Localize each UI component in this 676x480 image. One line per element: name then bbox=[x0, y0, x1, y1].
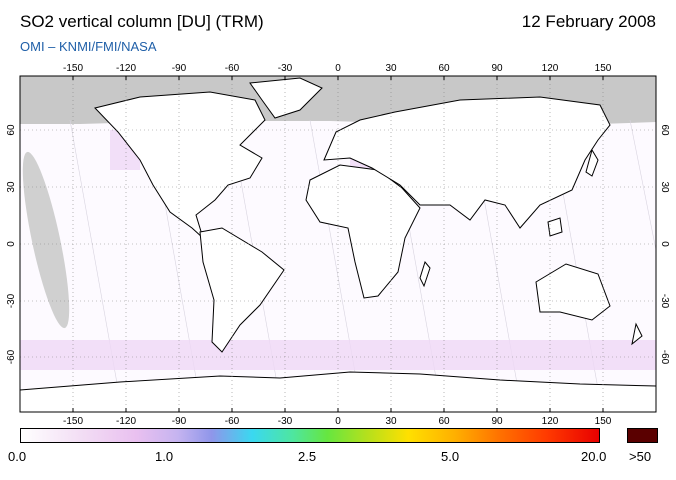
tick-marks bbox=[72, 76, 604, 412]
lon-label-bottom: 120 bbox=[542, 416, 559, 425]
lon-label-top: -150 bbox=[63, 63, 83, 74]
japan bbox=[585, 148, 599, 177]
eurasia bbox=[323, 96, 611, 229]
no-data-swath bbox=[22, 151, 70, 329]
lat-label-right: 0 bbox=[659, 241, 670, 247]
lat-label-left: 0 bbox=[6, 241, 17, 247]
lat-label-right: -60 bbox=[659, 350, 670, 365]
color-scale-bar bbox=[20, 428, 600, 443]
lon-label-bottom: -90 bbox=[172, 416, 187, 425]
lon-label-bottom: 60 bbox=[438, 416, 450, 425]
coastlines bbox=[20, 77, 656, 412]
colorbar-label: 5.0 bbox=[441, 449, 460, 464]
colorbar-label: 20.0 bbox=[581, 449, 607, 464]
colorbar-overflow-label: >50 bbox=[629, 449, 652, 464]
lat-label-right: 60 bbox=[659, 124, 670, 136]
lon-label-top: 150 bbox=[595, 63, 612, 74]
north-america bbox=[94, 91, 266, 240]
lon-label-top: 30 bbox=[385, 63, 397, 74]
graticule bbox=[20, 76, 656, 412]
lon-label-bottom: 150 bbox=[595, 416, 612, 425]
lon-label-bottom: -60 bbox=[225, 416, 240, 425]
lon-label-top: 90 bbox=[491, 63, 503, 74]
lon-label-bottom: 90 bbox=[491, 416, 503, 425]
lon-label-bottom: -30 bbox=[278, 416, 293, 425]
map-title: SO2 vertical column [DU] (TRM) bbox=[20, 12, 264, 31]
borneo bbox=[547, 217, 563, 237]
lat-label-left: -30 bbox=[6, 293, 17, 308]
new-zealand bbox=[631, 322, 643, 346]
colorbar-label: 1.0 bbox=[155, 449, 174, 464]
overflow-color-box bbox=[627, 428, 658, 443]
madagascar bbox=[419, 260, 431, 288]
so2-world-map: -150 -120 -90 -60 -30 0 30 60 90 120 150… bbox=[6, 63, 670, 425]
lon-label-bottom: -120 bbox=[116, 416, 136, 425]
lon-label-top: 0 bbox=[335, 63, 341, 74]
map-date: 12 February 2008 bbox=[521, 12, 656, 31]
australia bbox=[535, 263, 611, 321]
data-credit: OMI – KNMI/FMI/NASA bbox=[20, 39, 157, 54]
lat-label-left: 60 bbox=[6, 124, 17, 136]
lat-label-right: -30 bbox=[659, 294, 670, 309]
lat-label-left: 30 bbox=[6, 181, 17, 193]
lon-label-bottom: 30 bbox=[385, 416, 397, 425]
lon-label-top: -60 bbox=[225, 63, 240, 74]
colorbar-label: 0.0 bbox=[8, 449, 27, 464]
lon-label-top: -30 bbox=[278, 63, 293, 74]
lon-label-top: 60 bbox=[438, 63, 450, 74]
lon-label-top: -90 bbox=[172, 63, 187, 74]
lon-label-top: 120 bbox=[542, 63, 559, 74]
lon-label-bottom: 0 bbox=[335, 416, 341, 425]
colorbar-label: 2.5 bbox=[298, 449, 317, 464]
lon-label-bottom: -150 bbox=[63, 416, 83, 425]
greenland bbox=[249, 77, 323, 119]
lon-label-top: -120 bbox=[116, 63, 136, 74]
lat-label-left: -60 bbox=[6, 349, 17, 364]
lat-label-right: 30 bbox=[659, 181, 670, 193]
